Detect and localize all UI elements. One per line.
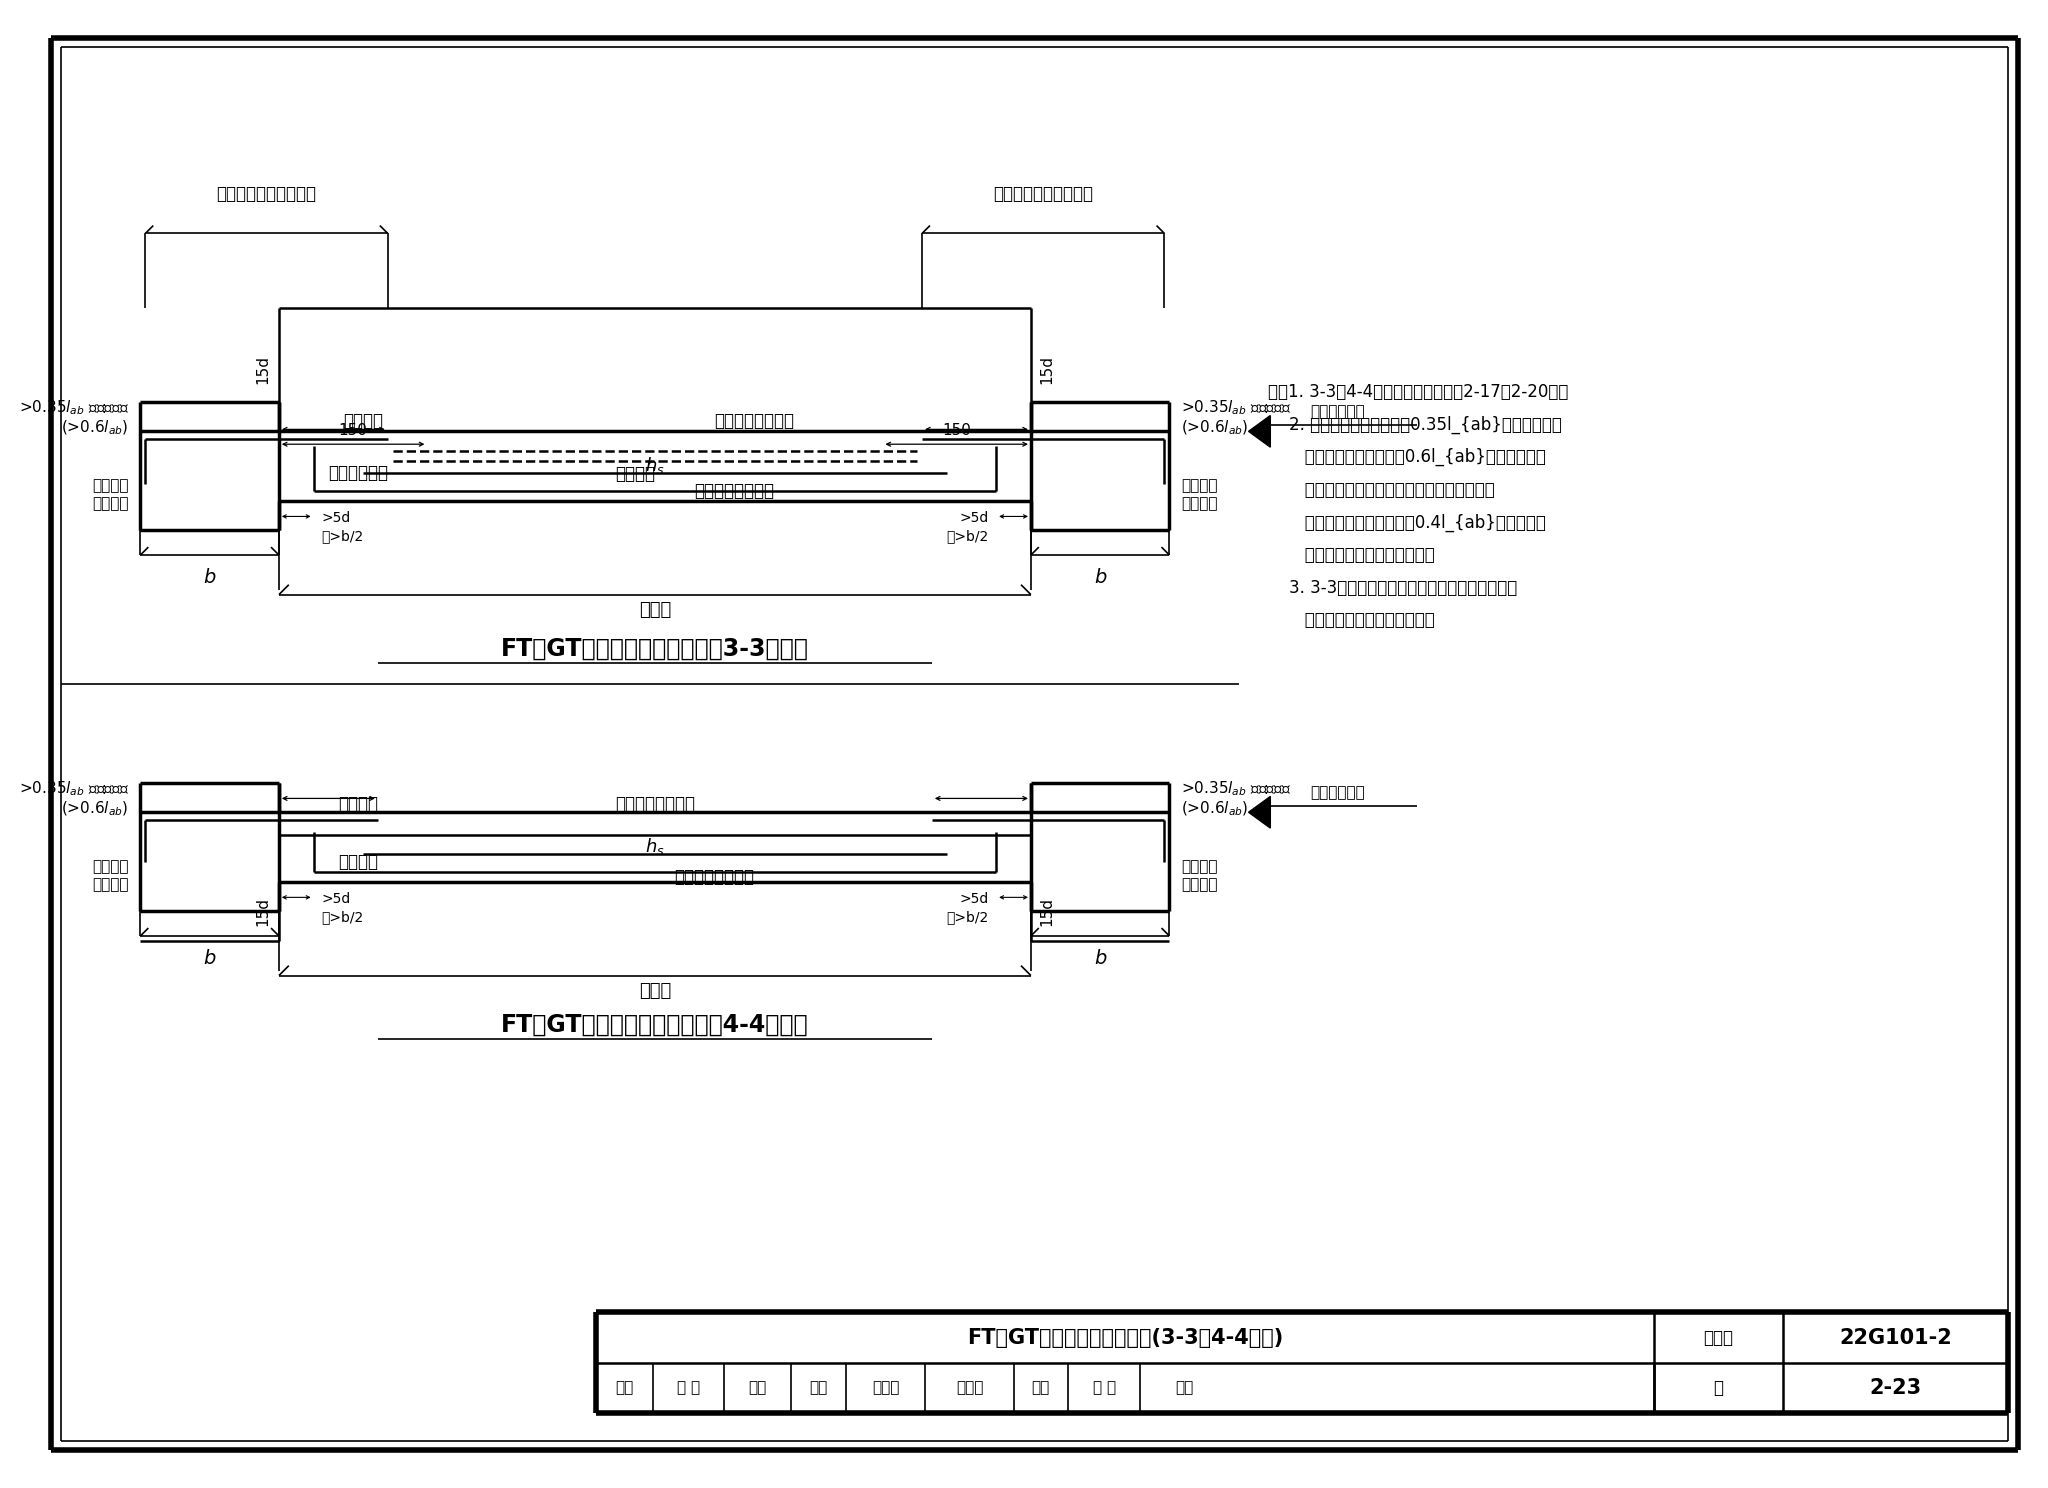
Text: >0.35$l_{ab}$ 且伸至梁边: >0.35$l_{ab}$ 且伸至梁边 [1182,780,1290,798]
Text: >5d: >5d [322,893,350,906]
Text: 注：1. 3-3、4-4剪面位置见本图集第2-17、2-20页。: 注：1. 3-3、4-4剪面位置见本图集第2-17、2-20页。 [1268,382,1569,400]
Text: 平板下部横向配筋: 平板下部横向配筋 [674,868,754,885]
Text: $h_s$: $h_s$ [645,836,666,857]
Text: 哆咀: 哆咀 [750,1381,766,1396]
Text: 且>b/2: 且>b/2 [322,911,365,924]
Text: 平板宽: 平板宽 [639,601,672,619]
Text: 校对: 校对 [809,1381,827,1396]
Text: 墙中圈梁: 墙中圈梁 [92,876,129,891]
Text: 上部横向锃筋外伸长度: 上部横向锃筋外伸长度 [217,185,317,202]
Text: $h_s$: $h_s$ [645,455,666,476]
Text: 平板上部横向配筋: 平板上部横向配筋 [715,412,795,430]
Text: 充分利用锃筋抗拉强度的情况；当支座为中: 充分利用锃筋抗拉强度的情况；当支座为中 [1268,481,1495,498]
Text: 上部横向通长配筋: 上部横向通长配筋 [614,796,694,814]
Text: 间层剪力墙时锁固长度为0.4l_{ab}，具体工程: 间层剪力墙时锁固长度为0.4l_{ab}，具体工程 [1268,513,1546,531]
Text: 梁或牀体: 梁或牀体 [1182,478,1219,493]
Text: 仙树林: 仙树林 [956,1381,983,1396]
Text: 150: 150 [338,423,367,437]
Text: 平板下部横向配筋: 平板下部横向配筋 [694,482,774,500]
Text: 上部纵筋: 上部纵筋 [338,796,379,814]
Text: 付国顺: 付国顺 [872,1381,899,1396]
Text: b: b [203,568,215,588]
Text: 平板宽: 平板宽 [639,982,672,1000]
Text: 李 波: 李 波 [1092,1381,1116,1396]
Text: >5d: >5d [958,512,989,525]
Text: 墙中圈梁: 墙中圈梁 [1182,496,1219,510]
Text: b: b [203,949,215,969]
Text: 3. 3-3剪面上部锃筋外伸长度由设计计算确定，: 3. 3-3剪面上部锃筋外伸长度由设计计算确定， [1268,579,1518,597]
Text: 2. 图中上部纵筋锁固长度0.35l_{ab}用于设计按铰: 2. 图中上部纵筋锁固长度0.35l_{ab}用于设计按铰 [1268,415,1563,433]
Text: 且>b/2: 且>b/2 [322,530,365,543]
Text: 墙中圈梁: 墙中圈梁 [92,496,129,510]
Text: 且>b/2: 且>b/2 [946,530,989,543]
Text: >0.35$l_{ab}$ 且伸至梁边: >0.35$l_{ab}$ 且伸至梁边 [1182,399,1290,417]
Text: 15d: 15d [256,897,270,926]
Text: FT、GT型楼梯平板配筋构造（3-3剪面）: FT、GT型楼梯平板配筋构造（3-3剪面） [502,637,809,661]
Text: 中设计应指明采用何种情况。: 中设计应指明采用何种情况。 [1268,546,1436,564]
Text: 墙中圈梁: 墙中圈梁 [1182,876,1219,891]
Text: 多矿: 多矿 [1176,1381,1194,1396]
Text: >0.35$l_{ab}$ 且伸至梁边: >0.35$l_{ab}$ 且伸至梁边 [18,780,129,798]
Text: 图集号: 图集号 [1704,1329,1733,1347]
Text: 且>b/2: 且>b/2 [946,911,989,924]
Polygon shape [1249,796,1270,829]
Text: 接的情况，括号内数据0.6l_{ab}用于设计考虑: 接的情况，括号内数据0.6l_{ab}用于设计考虑 [1268,448,1546,466]
Text: b: b [1094,568,1106,588]
Text: 2-23: 2-23 [1870,1378,1921,1399]
Text: 张 明: 张 明 [678,1381,700,1396]
Text: 梁或牀体: 梁或牀体 [1182,859,1219,873]
Text: 分布锃筋: 分布锃筋 [614,464,655,484]
Text: 设计: 设计 [1032,1381,1051,1396]
Text: >5d: >5d [958,893,989,906]
Text: >5d: >5d [322,512,350,525]
Text: 梁或牀体: 梁或牀体 [92,859,129,873]
Text: 梯板下部纵筋: 梯板下部纵筋 [328,464,387,482]
Text: 上部纵筋: 上部纵筋 [342,412,383,430]
Text: FT、GT型楼梯平板配筋构造(3-3、4-4剪面): FT、GT型楼梯平板配筋构造(3-3、4-4剪面) [967,1327,1282,1348]
Text: 平板顶面标高: 平板顶面标高 [1311,786,1364,801]
Text: 页: 页 [1714,1379,1724,1397]
Text: 22G101-2: 22G101-2 [1839,1327,1952,1348]
Text: (>0.6$l_{ab}$): (>0.6$l_{ab}$) [1182,418,1249,436]
Text: b: b [1094,949,1106,969]
Text: (>0.6$l_{ab}$): (>0.6$l_{ab}$) [1182,799,1249,817]
Text: 平板顶面标高: 平板顶面标高 [1311,405,1364,420]
Text: 15d: 15d [1038,356,1055,384]
Text: 下部纵筋: 下部纵筋 [338,853,379,870]
Text: >0.35$l_{ab}$ 且伸至梁边: >0.35$l_{ab}$ 且伸至梁边 [18,399,129,417]
Text: FT、GT型楼梯平板配筋构造（4-4剪面）: FT、GT型楼梯平板配筋构造（4-4剪面） [502,1013,809,1037]
Text: (>0.6$l_{ab}$): (>0.6$l_{ab}$) [61,418,129,436]
Text: 15d: 15d [256,356,270,384]
Text: 审核: 审核 [614,1381,633,1396]
Text: 150: 150 [942,423,971,437]
Text: 梁或牀体: 梁或牀体 [92,478,129,493]
Text: (>0.6$l_{ab}$): (>0.6$l_{ab}$) [61,799,129,817]
Text: 上部横向锃筋外伸长度: 上部横向锃筋外伸长度 [993,185,1094,202]
Text: 其上部横向锃筋可配通长筋。: 其上部横向锃筋可配通长筋。 [1268,612,1436,629]
Polygon shape [1249,415,1270,448]
Text: 15d: 15d [1038,897,1055,926]
